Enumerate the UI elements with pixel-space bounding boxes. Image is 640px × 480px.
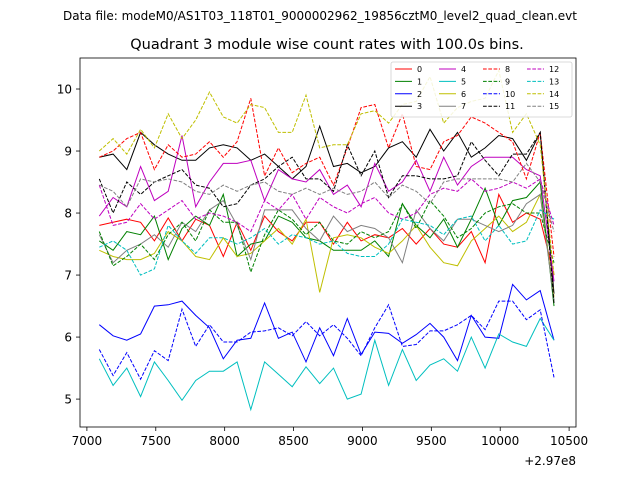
legend-label-11: 11 [505,102,515,111]
series-line-15 [99,162,555,232]
y-tick-label: 7 [64,269,72,283]
x-axis-offset-label: +2.97e8 [524,454,576,468]
series-line-1 [99,180,555,307]
legend-label-2: 2 [417,90,422,99]
y-tick-label: 5 [64,393,72,407]
series-line-0 [99,192,555,276]
x-tick-label: 7500 [141,434,172,448]
series-line-3 [99,124,555,294]
series-line-8 [99,98,555,257]
series-line-2 [98,283,555,364]
legend-label-1: 1 [417,77,422,86]
legend-label-8: 8 [505,65,510,74]
y-tick-label: 9 [64,145,72,159]
series-line-10 [98,300,555,381]
legend-label-5: 5 [461,77,466,86]
legend-label-9: 9 [505,77,510,86]
legend-label-10: 10 [505,90,515,99]
x-tick-label: 9500 [416,434,447,448]
x-tick-label: 8000 [209,434,240,448]
series-line-7 [98,193,555,300]
chart-suptitle: Data file: modeM0/AS1T03_118T01_90000029… [63,9,577,23]
y-tick-label: 6 [64,331,72,345]
legend-label-3: 3 [417,102,422,111]
x-tick-label: 7000 [72,434,103,448]
x-tick-label: 8500 [278,434,309,448]
axes-frame [79,57,577,428]
chart-title: Quadrant 3 module wise count rates with … [130,37,524,53]
legend-label-14: 14 [549,90,559,99]
y-tick-label: 8 [64,207,72,221]
legend-box [390,61,573,118]
series-line-4 [98,135,555,282]
y-tick-label: 10 [57,83,72,97]
series-line-9 [98,199,555,274]
series-line-12 [98,178,555,233]
legend-label-6: 6 [461,90,466,99]
legend-label-15: 15 [549,102,559,111]
series-line-13 [99,209,555,276]
y-axis-ticks: 5 6 7 8 9 10 [57,83,80,407]
legend-label-7: 7 [461,102,466,111]
x-tick-label: 10500 [550,434,588,448]
legend-label-0: 0 [417,65,422,74]
x-tick-label: 10000 [481,434,519,448]
legend-label-4: 4 [461,65,466,74]
legend-label-13: 13 [549,77,559,86]
series-line-11 [98,130,555,304]
series-line-6 [99,192,555,297]
legend-label-12: 12 [549,65,559,74]
x-axis-ticks: 7000 7500 8000 8500 9000 9500 10000 10500 [72,427,588,448]
plot-lines [98,68,555,412]
x-tick-label: 9000 [347,434,378,448]
series-line-5 [98,317,555,412]
